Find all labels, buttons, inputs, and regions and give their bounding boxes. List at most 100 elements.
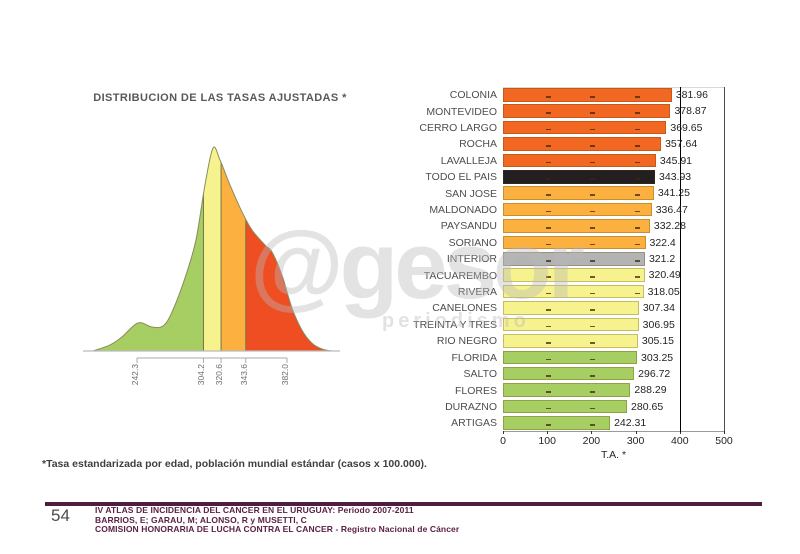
gridline-dash (634, 260, 640, 262)
bar-category-label: CERRO LARGO (419, 122, 497, 135)
bar-value-label: 320.49 (648, 269, 681, 282)
density-band-paleyellow (203, 147, 222, 351)
gridline-dash (634, 276, 640, 279)
gridline-dash (634, 96, 640, 98)
gridline-dash (546, 178, 552, 180)
gridline-dash (590, 161, 596, 164)
bar-row: TACUAREMBO 320.49 (360, 267, 770, 283)
gridline-dash (590, 391, 596, 393)
density-chart (78, 128, 358, 378)
bar-track: 345.91 (503, 153, 770, 169)
footer-line-3: COMISION HONORARIA DE LUCHA CONTRA EL CA… (95, 524, 460, 535)
bar-category-label: DURAZNO (445, 400, 497, 413)
gridline-dash (634, 145, 640, 147)
bar-value-label: 357.64 (665, 138, 698, 151)
footer-line-2: BARRIOS, E; GARAU, M; ALONSO, R y MUSETT… (95, 514, 307, 525)
bar-track: 341.25 (503, 185, 770, 201)
bar (503, 202, 652, 217)
gridline-dash (634, 112, 640, 114)
bar-track: 322.4 (503, 235, 770, 251)
gridline-dash (634, 292, 640, 295)
bar-row: FLORES 288.29 (360, 382, 770, 398)
bar-value-label: 280.65 (631, 400, 664, 413)
bar-value-label: 381.96 (675, 89, 708, 101)
bar (503, 120, 667, 135)
bar-row: RIVERA 318.05 (360, 284, 770, 300)
bar-value-label: 345.91 (659, 154, 693, 167)
bar-value-label: 306.95 (642, 318, 675, 331)
gridline-dash (546, 292, 552, 295)
page-number: 54 (51, 506, 70, 525)
gridline-dash (590, 424, 596, 426)
bar-row: DURAZNO 280.65 (360, 399, 770, 415)
gridline-dash (546, 374, 552, 377)
bar-track: 336.47 (503, 202, 770, 218)
bar-row: CERRO LARGO 369.65 (360, 120, 770, 136)
bar-track: 381.96 (503, 87, 770, 103)
bar-category-label: CANELONES (432, 302, 497, 315)
bar (503, 104, 671, 118)
bar-row: SORIANO 322.4 (360, 235, 770, 251)
bar (503, 153, 656, 168)
bar-category-label: TACUAREMBO (423, 269, 497, 282)
bar-row: LAVALLEJA 345.91 (360, 153, 770, 169)
footer-rule (45, 502, 762, 506)
gridline-dash (590, 194, 596, 197)
gridline-dash (590, 342, 596, 344)
x-axis-tick (503, 431, 504, 434)
x-axis-tick-label: 500 (715, 435, 733, 447)
bar-category-label: TREINTA Y TRES (413, 318, 497, 331)
x-axis-tick (679, 431, 681, 434)
bar-category-label: SAN JOSE (445, 187, 497, 200)
bar-row: MONTEVIDEO 378.87 (360, 103, 770, 119)
bar-track: 242.31 (503, 415, 770, 431)
bar-row: MALDONADO 336.47 (360, 202, 770, 218)
x-axis-tick-label: 400 (671, 435, 689, 447)
x-axis-tick (547, 431, 549, 434)
bar (503, 88, 672, 102)
bar (503, 284, 644, 299)
bar-track: 280.65 (503, 399, 770, 415)
gridline-dash (546, 358, 552, 361)
bar-category-label: TODO EL PAIS (425, 171, 497, 184)
x-axis-tick-label: 100 (538, 435, 556, 447)
bar-value-label: 318.05 (647, 285, 680, 298)
bar-value-label: 343.93 (659, 171, 692, 184)
gridline-dash (546, 112, 552, 114)
gridline-dash (546, 407, 552, 410)
gridline-dash (590, 407, 596, 410)
density-curve-outline (92, 146, 332, 352)
bar (503, 186, 654, 200)
bar-category-label: LAVALLEJA (440, 154, 497, 167)
bar-category-label: FLORES (454, 384, 497, 397)
gridline-dash (590, 325, 596, 328)
bar-category-label: RIO NEGRO (436, 335, 497, 348)
bar-value-label: 341.25 (657, 187, 690, 200)
bar (503, 235, 646, 250)
bar-track: 357.64 (503, 136, 770, 152)
bar-row: SALTO 296.72 (360, 366, 770, 382)
bar-row: INTERIOR 321.2 (360, 251, 770, 267)
gridline-dash (546, 194, 552, 197)
bar-category-label: FLORIDA (451, 351, 497, 364)
bar-value-label: 288.29 (634, 384, 667, 397)
gridline-dash (546, 309, 552, 311)
bar-category-label: COLONIA (449, 89, 497, 102)
density-tick-label: 242.3 (130, 364, 140, 386)
gridline-dash (634, 161, 640, 164)
footer-citation: IV ATLAS DE INCIDENCIA DEL CANCER EN EL … (95, 505, 460, 535)
x-axis-tick-label: 0 (500, 435, 506, 447)
bar-row: RIO NEGRO 305.15 (360, 333, 770, 349)
bar-track: 306.95 (503, 317, 770, 333)
gridline-dash (546, 342, 552, 344)
density-axis-labels: 242.3 304.2 320.6 343.6 382.0 (78, 362, 358, 406)
bar-x-axis: 0 100 200 300 400 500 (500, 431, 733, 455)
gridline-dash (590, 145, 596, 147)
rates-bar-chart: COLONIA 381.96 MONTEVIDEO 378.87 CERRO LARGO… (360, 87, 770, 432)
bar-track: 318.05 (503, 284, 770, 300)
gridline-dash (546, 276, 552, 279)
bar-row: FLORIDA 303.25 (360, 350, 770, 366)
bar-value-label: 242.31 (614, 417, 647, 430)
bar-value-label: 336.47 (655, 203, 688, 216)
